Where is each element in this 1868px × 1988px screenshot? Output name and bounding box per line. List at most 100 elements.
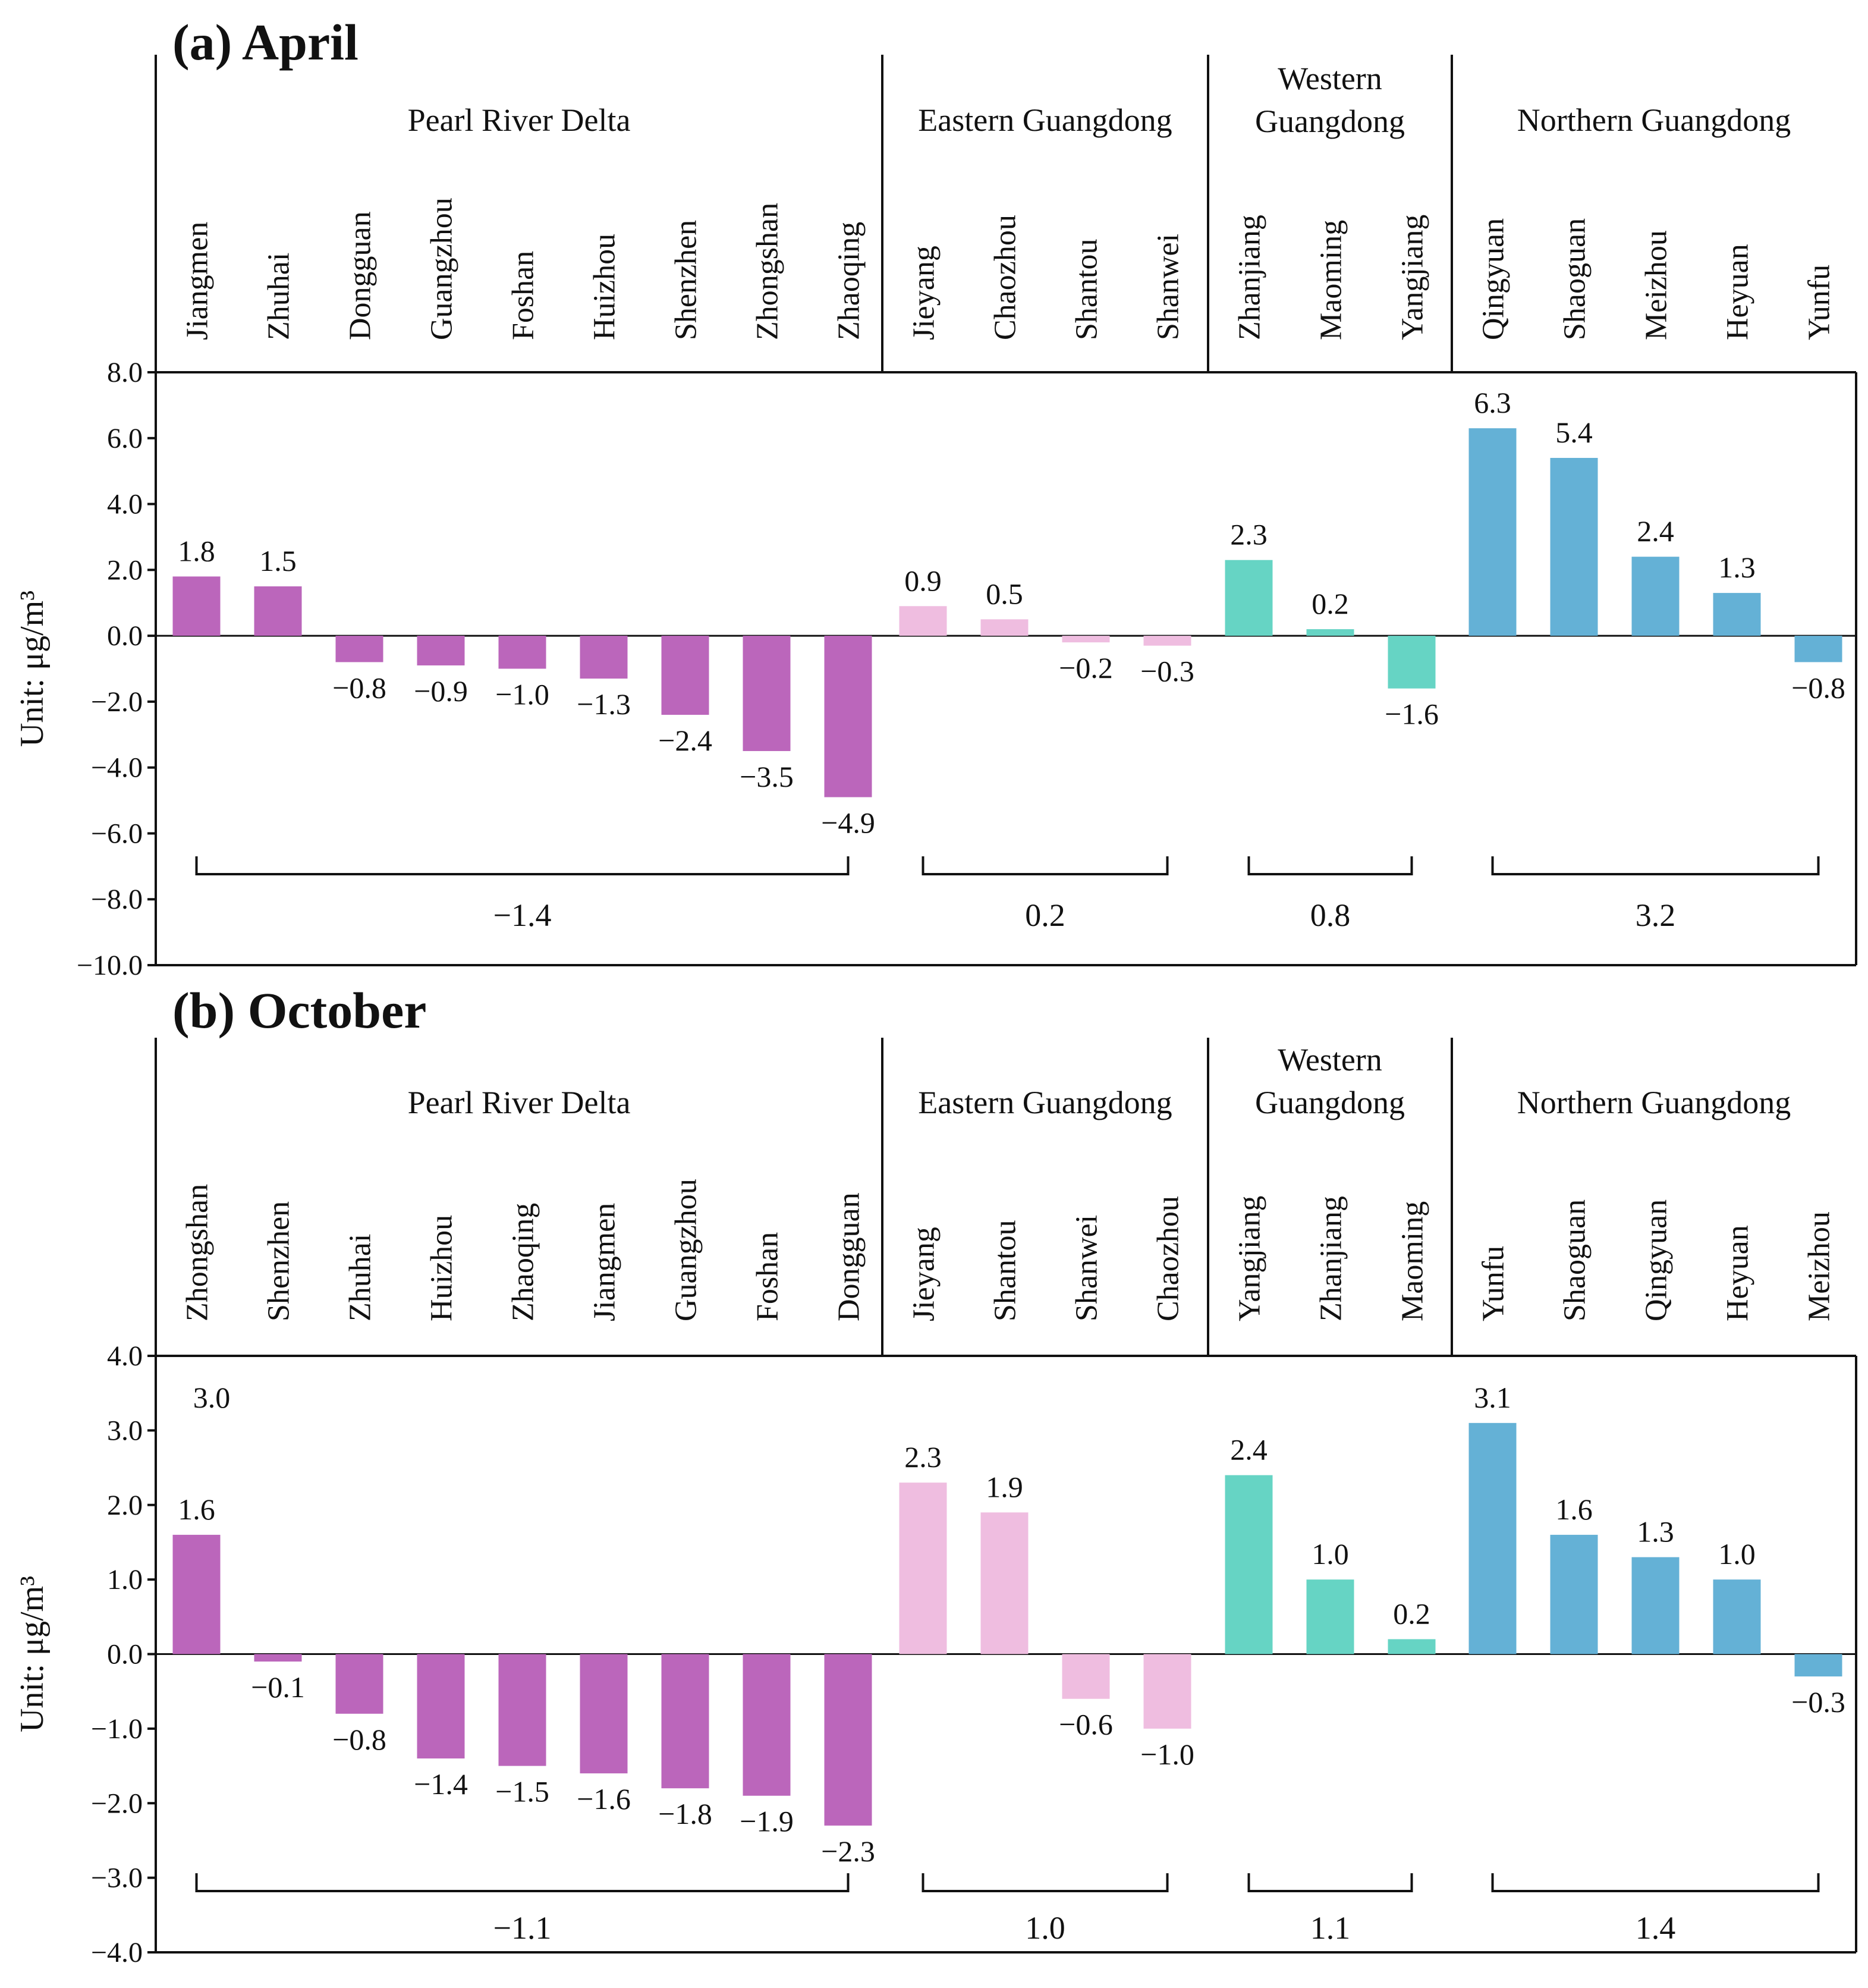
bar	[1468, 428, 1517, 636]
region-label: Northern Guangdong	[1517, 102, 1791, 138]
city-label: Qingyuan	[1640, 1199, 1674, 1321]
value-label: 2.3	[1230, 518, 1268, 551]
bar	[1062, 636, 1110, 643]
bar	[661, 636, 709, 715]
group-average-label: 1.0	[1025, 1910, 1065, 1946]
bar	[335, 636, 383, 662]
value-label: −0.3	[1140, 655, 1194, 688]
bar	[1306, 1579, 1354, 1654]
value-label: 2.4	[1230, 1433, 1268, 1466]
city-label: Dongguan	[832, 1192, 866, 1321]
bar	[172, 1534, 221, 1654]
region-label: Pearl River Delta	[408, 1085, 631, 1120]
region-label: Western	[1278, 61, 1382, 96]
city-label: Guangzhou	[425, 197, 459, 340]
chart-panel-1: (b) October 4.0 3.0 2.0 1.0 0.0 −1.0 −2.0 −3.0 −4…	[14, 982, 1857, 1968]
bar	[1225, 560, 1273, 636]
bar	[335, 1654, 383, 1714]
value-label: 2.4	[1637, 514, 1674, 548]
value-label: 3.1	[1474, 1381, 1511, 1414]
y-tick-label: −4.0	[91, 752, 143, 784]
city-label: Shanwei	[1152, 234, 1185, 340]
city-label: Meizhou	[1640, 230, 1674, 340]
bar	[1631, 1557, 1680, 1654]
region-label: Guangdong	[1255, 1085, 1405, 1120]
city-label: Chaozhou	[989, 215, 1023, 340]
city-label: Yunfu	[1803, 265, 1836, 340]
value-label: −3.5	[740, 760, 794, 793]
value-label: 1.0	[1312, 1537, 1349, 1571]
average-bracket	[1247, 1873, 1413, 1892]
y-tick-label: 0.0	[107, 1639, 143, 1670]
bar	[254, 586, 302, 636]
value-label: 0.5	[986, 577, 1023, 610]
value-label: −0.3	[1791, 1685, 1845, 1719]
value-label: 6.3	[1474, 386, 1511, 419]
y-tick-label: 2.0	[107, 1490, 143, 1521]
value-label: 1.3	[1718, 551, 1756, 584]
y-tick-label: −10.0	[77, 950, 143, 981]
city-label: Foshan	[507, 251, 540, 340]
city-label: Zhongshan	[751, 203, 785, 340]
bar	[580, 1654, 628, 1774]
value-label: 5.4	[1555, 416, 1593, 449]
y-tick-label: −4.0	[91, 1937, 143, 1968]
region-label: Guangdong	[1255, 103, 1405, 139]
value-label: −1.4	[414, 1767, 468, 1801]
y-tick-label: 3.0	[107, 1415, 143, 1446]
value-label: 0.2	[1312, 587, 1349, 620]
average-bracket	[1491, 1873, 1820, 1892]
annotation-label: 3.0	[193, 1381, 231, 1414]
bar	[498, 636, 546, 669]
bar	[417, 636, 465, 665]
group-average-label: −1.4	[493, 897, 552, 933]
region-label: Eastern Guangdong	[918, 1085, 1172, 1120]
city-label: Shaoguan	[1558, 218, 1592, 340]
city-label: Jiangmen	[181, 222, 215, 340]
y-tick-label: 0.0	[107, 620, 143, 652]
value-label: −0.6	[1059, 1708, 1113, 1741]
value-label: −1.9	[740, 1805, 794, 1838]
average-bracket	[195, 1873, 850, 1892]
city-label: Shenzhen	[262, 1201, 296, 1321]
bar	[980, 1512, 1029, 1654]
value-label: 1.6	[178, 1493, 215, 1526]
group-average-label: 1.4	[1636, 1910, 1676, 1946]
city-label: Jiangmen	[588, 1203, 622, 1321]
bar	[1143, 1654, 1191, 1729]
bar	[899, 606, 947, 636]
city-label: Yangjiang	[1233, 1196, 1267, 1321]
city-label: Yangjiang	[1396, 215, 1430, 340]
y-axis-title: Unit: μg/m³	[14, 1576, 51, 1732]
value-label: −0.1	[251, 1670, 305, 1704]
region-label: Western	[1278, 1042, 1382, 1078]
y-tick-label: 4.0	[107, 489, 143, 520]
city-label: Zhongshan	[181, 1184, 215, 1321]
value-label: 0.9	[904, 564, 942, 597]
bar	[1468, 1422, 1517, 1654]
city-label: Qingyuan	[1477, 218, 1511, 340]
y-tick-label: 1.0	[107, 1564, 143, 1596]
value-label: −0.9	[414, 674, 468, 708]
bar	[1143, 636, 1191, 646]
bar	[1550, 1534, 1598, 1654]
value-label: −1.6	[577, 1782, 631, 1816]
bar	[1794, 1654, 1842, 1677]
value-label: 1.0	[1718, 1537, 1756, 1571]
city-label: Shaoguan	[1558, 1199, 1592, 1321]
value-label: 1.5	[259, 544, 297, 577]
value-label: −2.3	[821, 1835, 875, 1868]
bar	[899, 1483, 947, 1654]
y-tick-label: 8.0	[107, 357, 143, 388]
city-label: Huizhou	[425, 1215, 459, 1321]
bar	[824, 1654, 872, 1826]
city-label: Huizhou	[588, 234, 622, 340]
group-average-label: −1.1	[493, 1910, 552, 1946]
value-label: 0.2	[1393, 1597, 1430, 1630]
value-label: 1.8	[178, 534, 215, 567]
city-label: Chaozhou	[1152, 1196, 1185, 1321]
value-label: 1.3	[1637, 1515, 1674, 1549]
y-tick-label: −6.0	[91, 818, 143, 849]
y-tick-label: −2.0	[91, 1788, 143, 1819]
city-label: Guangzhou	[669, 1179, 703, 1321]
